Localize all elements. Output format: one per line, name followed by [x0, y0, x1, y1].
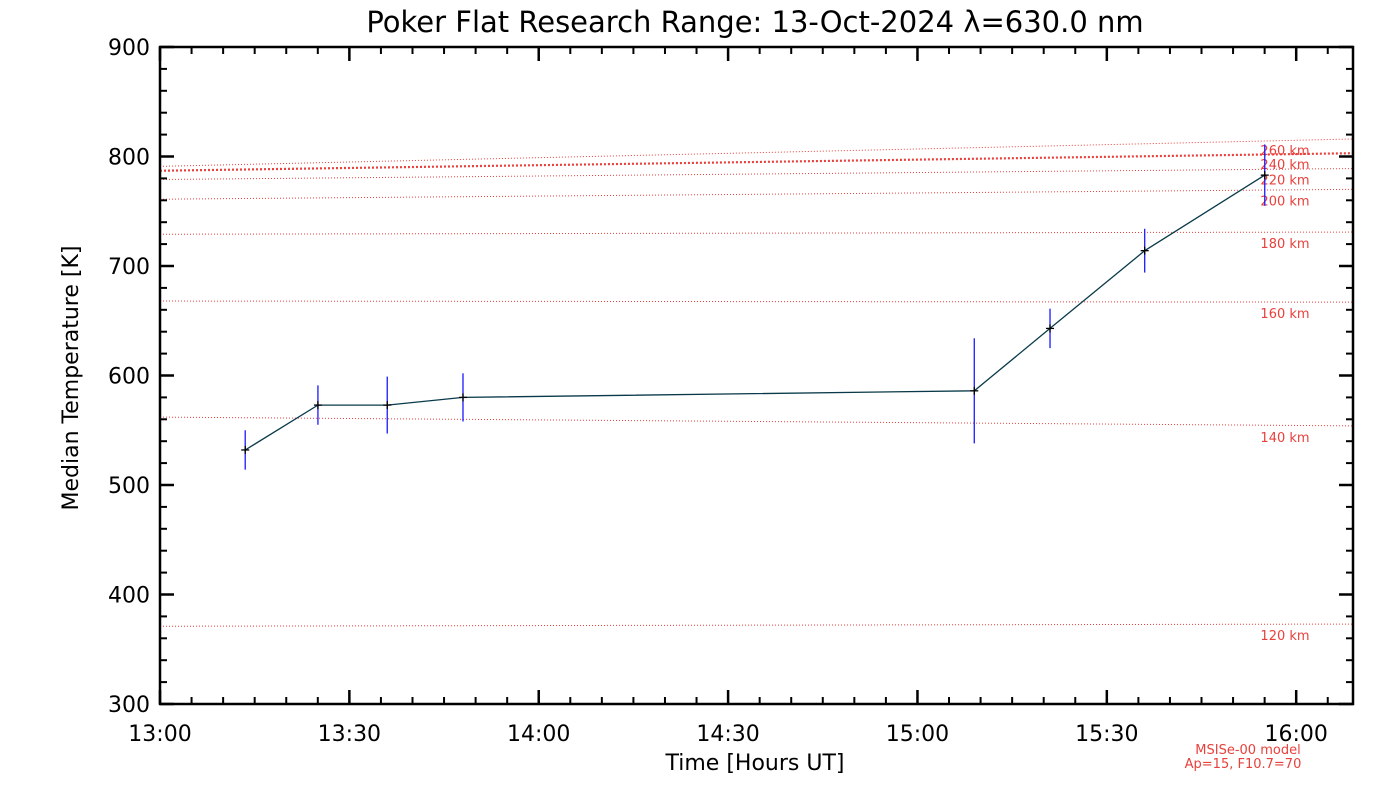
- model-note: MSISe-00 model: [1195, 743, 1300, 758]
- model-line-label: 200 km: [1260, 194, 1309, 209]
- y-tick-label: 600: [108, 365, 150, 390]
- model-line-180-km: [159, 231, 1354, 235]
- axis-ticks: 13:00 13:30 14:00 14:30 15:00 15:30 16:00 300 40…: [108, 36, 1353, 747]
- x-tick-label: 14:00: [507, 722, 570, 747]
- y-tick-label: 700: [108, 255, 150, 280]
- model-line-240-km: [159, 152, 1354, 172]
- model-line-160-km: [159, 300, 1354, 303]
- model-line-label: 260 km: [1260, 144, 1309, 159]
- model-labels: 120 km 140 km 160 km 180 km 200 km 220 km240 …: [1260, 144, 1309, 644]
- model-line-200-km: [159, 188, 1354, 200]
- model-line-120-km: [159, 623, 1354, 627]
- plot-border: [158, 45, 1355, 706]
- model-lines: [159, 138, 1354, 627]
- model-line-220-km: [159, 168, 1354, 180]
- model-line-label: 120 km: [1260, 629, 1309, 644]
- y-tick-label: 900: [108, 36, 150, 61]
- series: [241, 144, 1269, 470]
- chart-title: Poker Flat Research Range: 13-Oct-2024 λ…: [366, 5, 1143, 39]
- model-line-label: 160 km: [1260, 307, 1309, 322]
- y-tick-label: 800: [108, 146, 150, 171]
- y-axis-label: Median Temperature [K]: [59, 246, 84, 511]
- x-tick-label: 13:00: [128, 722, 191, 747]
- x-tick-label: 16:00: [1264, 722, 1327, 747]
- model-params-note: Ap=15, F10.7=70: [1185, 757, 1302, 772]
- plot-frame: [158, 45, 1355, 706]
- model-line-label: 180 km: [1260, 237, 1309, 252]
- x-axis-label: Time [Hours UT]: [665, 751, 845, 776]
- model-line-260-km: [159, 138, 1354, 167]
- x-tick-label: 15:30: [1075, 722, 1138, 747]
- x-tick-label: 15:00: [886, 722, 949, 747]
- model-line-label: 220 km: [1260, 174, 1309, 189]
- model-line-label: 140 km: [1260, 431, 1309, 446]
- model-line-label: 240 km: [1260, 158, 1309, 173]
- series-line: [244, 174, 1266, 451]
- y-tick-label: 400: [108, 584, 150, 609]
- x-tick-label: 14:30: [696, 722, 759, 747]
- y-tick-label: 500: [108, 474, 150, 499]
- y-tick-label: 300: [108, 693, 150, 718]
- model-line-140-km: [159, 416, 1354, 427]
- x-tick-label: 13:30: [318, 722, 381, 747]
